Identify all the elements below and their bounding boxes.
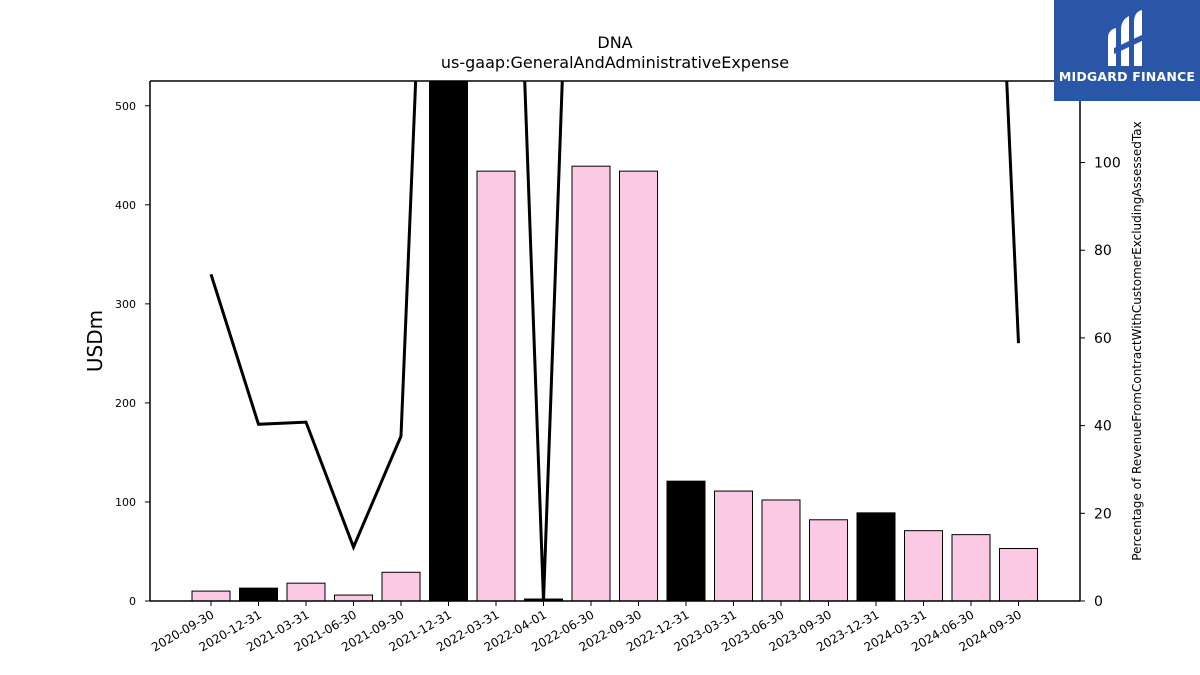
bar	[571, 165, 611, 601]
bar	[714, 490, 753, 601]
bar	[761, 499, 801, 601]
y-axis-right-ticks: 0 20 40 60 80 100	[1080, 156, 1121, 610]
bar	[239, 587, 278, 601]
bar	[286, 582, 326, 601]
brand-logo: MIDGARD FINANCE	[1054, 0, 1200, 101]
y-right-tick-label: 60	[1094, 331, 1112, 347]
logo-mark-icon	[1108, 10, 1144, 66]
chart-subtitle: us-gaap:GeneralAndAdministrativeExpense	[441, 53, 789, 72]
y-axis-left-label: USDm	[83, 310, 107, 372]
y-axis-left-ticks: 0 100 200 300 400 500	[115, 100, 150, 608]
line-path	[209, 81, 1020, 601]
y-left-tick-label: 200	[115, 397, 136, 410]
bar	[951, 534, 991, 601]
bar	[191, 590, 231, 601]
y-left-tick-label: 0	[129, 595, 136, 608]
y-axis-right-label: Percentage of RevenueFromContractWithCus…	[1130, 121, 1144, 560]
y-left-tick-label: 100	[115, 496, 136, 509]
y-right-tick-label: 100	[1094, 156, 1121, 172]
bar	[809, 519, 848, 601]
y-right-tick-label: 20	[1094, 506, 1112, 522]
bar	[476, 170, 516, 601]
bar-series	[191, 81, 1038, 601]
chart-title: DNA	[597, 33, 632, 52]
line-series	[209, 81, 1020, 601]
y-left-tick-label: 500	[115, 100, 136, 113]
bar	[619, 170, 658, 601]
brand-name: MIDGARD FINANCE	[1058, 69, 1196, 84]
y-left-tick-label: 300	[115, 298, 136, 311]
bar	[856, 512, 896, 601]
axes	[149, 80, 1081, 602]
bar	[429, 81, 468, 601]
y-right-tick-label: 80	[1094, 243, 1112, 259]
bar	[381, 571, 421, 601]
y-left-tick-label: 400	[115, 199, 136, 212]
y-right-tick-label: 0	[1094, 594, 1103, 610]
bar	[666, 480, 706, 601]
bar	[334, 594, 373, 601]
x-axis-ticks: 2020-09-302020-12-312021-03-312021-06-30…	[149, 601, 1024, 654]
y-right-tick-label: 40	[1094, 419, 1112, 435]
bar	[999, 548, 1038, 601]
bar	[904, 530, 943, 601]
